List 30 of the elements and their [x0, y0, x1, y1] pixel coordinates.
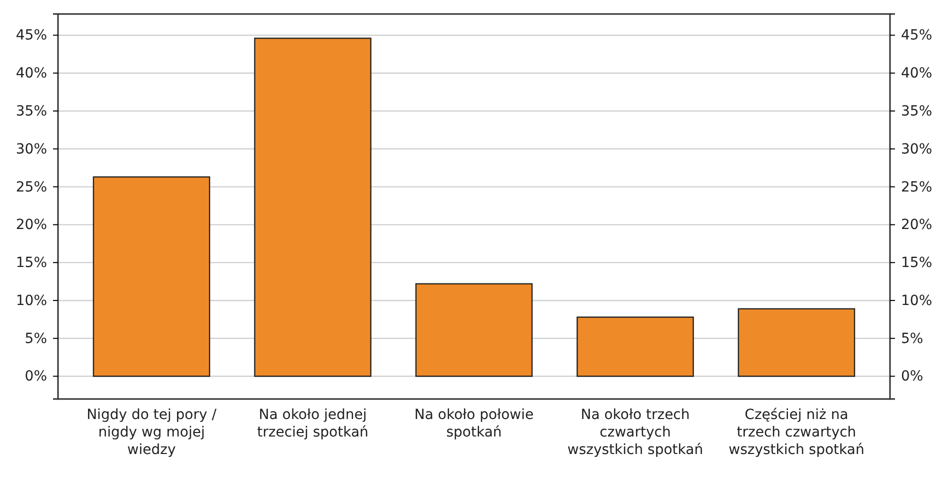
y-tick-label: 0% — [24, 368, 47, 385]
bar — [254, 38, 372, 377]
y-tick-label: 45% — [16, 28, 47, 44]
y2-tick-label: 40% — [901, 66, 932, 82]
bar — [415, 283, 533, 377]
y-tick-label: 15% — [16, 255, 47, 272]
y2-tick-label: 35% — [901, 103, 932, 120]
x-tick-label: Nigdy do tej pory / nigdy wg mojej wiedzy — [86, 406, 217, 458]
y2-tick-label: 10% — [901, 292, 932, 309]
y2-tick-label: 25% — [901, 179, 932, 196]
x-tick-label: Na około połowie spotkań — [414, 406, 534, 440]
x-tick-label: Częściej niż na trzech czwartych wszystkich spotkań — [728, 406, 864, 458]
y2-tick-label: 30% — [901, 141, 932, 158]
bar — [738, 308, 856, 377]
y-tick-label: 40% — [16, 66, 47, 82]
y2-tick-label: 15% — [901, 255, 932, 272]
y-tick-label: 25% — [16, 179, 47, 196]
y-tick-label: 5% — [24, 330, 47, 347]
y2-tick-label: 45% — [901, 28, 932, 44]
bar — [576, 316, 694, 377]
x-tick-label: Na około jednej trzeciej spotkań — [257, 406, 368, 440]
x-tick-label: Na około trzech czwartych wszystkich spotkań — [567, 406, 704, 458]
y-tick-label: 35% — [16, 103, 47, 120]
y-tick-label: 20% — [16, 217, 47, 234]
y2-tick-label: 20% — [901, 217, 932, 234]
bar — [92, 176, 210, 377]
y2-tick-label: 5% — [901, 330, 924, 347]
y-tick-label: 30% — [16, 141, 47, 158]
y2-tick-label: 0% — [901, 368, 924, 385]
y-tick-label: 10% — [16, 292, 47, 309]
